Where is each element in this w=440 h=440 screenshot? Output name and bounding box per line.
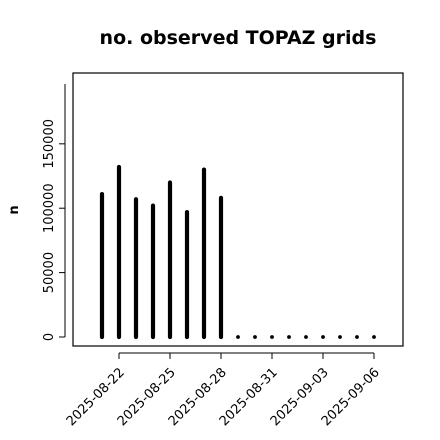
zero-point: [253, 335, 257, 339]
chart-title: no. observed TOPAZ grids: [100, 27, 377, 49]
bars: [99, 164, 376, 340]
zero-point: [355, 335, 359, 339]
zero-point: [270, 335, 274, 339]
y-axis: 0 50000 100000 150000: [42, 84, 66, 341]
zero-point: [236, 335, 240, 339]
y-tick-label: 100000: [42, 183, 57, 233]
plot-frame: [72, 72, 404, 347]
zero-point: [304, 335, 308, 339]
y-tick-label: 150000: [42, 119, 57, 169]
zero-point: [338, 335, 342, 339]
zero-point: [321, 335, 325, 339]
y-tick-label: 50000: [42, 252, 57, 293]
y-axis-label: n: [7, 205, 22, 214]
zero-point: [372, 335, 376, 339]
zero-point: [287, 335, 291, 339]
x-axis: 2025-08-222025-08-252025-08-282025-08-31…: [64, 352, 383, 429]
y-tick-label: 0: [42, 333, 57, 341]
